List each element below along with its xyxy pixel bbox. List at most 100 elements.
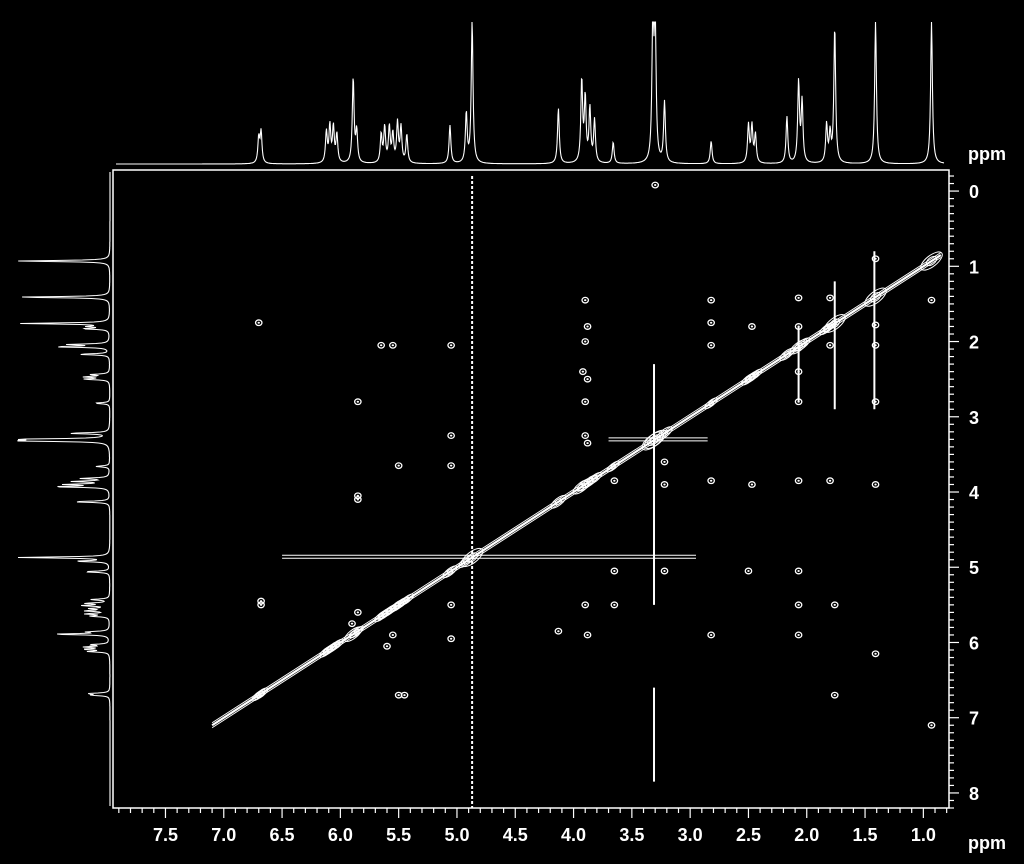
cross-peak-core xyxy=(350,622,354,625)
cross-peak-core xyxy=(750,325,754,328)
cross-peak-core xyxy=(797,603,800,606)
diagonal-peak xyxy=(446,568,454,575)
diagonal-peak xyxy=(466,552,478,563)
cross-peak xyxy=(400,691,409,699)
x-axis: 7.5 7.0 6.5 6.0 5.5 5.0 4.5 4.0 3.5 3.0 2.5 2.0 1.5 1… xyxy=(118,808,948,845)
diagonal-peak xyxy=(752,371,759,378)
cross-peak-core xyxy=(797,370,800,373)
cross-peak xyxy=(354,496,362,503)
cross-peak xyxy=(707,319,715,327)
cross-peak xyxy=(794,368,803,376)
x-tick-label: 4.5 xyxy=(503,825,528,845)
cross-peak-core xyxy=(797,570,800,573)
cross-peak xyxy=(744,567,753,575)
cross-peak xyxy=(581,296,590,304)
cross-peak-core xyxy=(397,464,400,467)
cross-peak-core xyxy=(449,637,453,640)
cross-peak-core xyxy=(874,652,877,655)
cross-peak-core xyxy=(874,323,877,326)
cross-peak xyxy=(581,601,590,609)
cross-peak-core xyxy=(259,603,263,606)
cross-peak-core xyxy=(391,344,395,347)
cross-peak-core xyxy=(797,325,800,328)
plot-frame xyxy=(112,169,950,809)
cross-peak-core xyxy=(653,184,657,187)
diagonal-peak xyxy=(864,287,887,307)
projection-top-trace xyxy=(116,21,945,165)
cross-peak xyxy=(348,620,356,628)
y-tick-label: 1 xyxy=(969,257,979,277)
cross-peak xyxy=(651,181,660,189)
diagonal-peak xyxy=(610,463,617,470)
cross-peak-core xyxy=(586,442,589,445)
diagonal-peak xyxy=(586,471,603,485)
diagonal-contour xyxy=(211,254,942,727)
cross-peak xyxy=(581,432,590,440)
cross-peak-core xyxy=(584,603,587,606)
cross-peak xyxy=(871,481,880,488)
cross-peak xyxy=(610,601,619,609)
diagonal-peak xyxy=(442,565,458,579)
cross-peak xyxy=(794,631,803,639)
cross-peak-core xyxy=(797,296,800,299)
cross-peak-core xyxy=(874,257,877,260)
cross-peak-core xyxy=(449,464,453,467)
cross-peak-core xyxy=(449,344,453,347)
cross-peak-core xyxy=(797,400,800,403)
cross-peak xyxy=(826,294,834,302)
cross-peak xyxy=(927,296,936,304)
diagonal-peak xyxy=(333,641,341,648)
y-tick-label: 7 xyxy=(969,709,979,729)
cross-peak-core xyxy=(797,633,800,636)
cross-peak-core xyxy=(709,479,713,482)
x-tick-label: 5.5 xyxy=(386,825,411,845)
cross-peak xyxy=(826,341,834,349)
x-tick-label: 7.5 xyxy=(153,825,178,845)
projection-left xyxy=(17,172,111,806)
y-tick-label: 6 xyxy=(969,633,979,653)
cross-peak-core xyxy=(833,603,836,606)
cross-peak-core xyxy=(403,694,406,697)
cross-peak-core xyxy=(663,460,666,463)
diagonal-peak xyxy=(660,429,669,437)
cross-peak-core xyxy=(874,344,877,347)
diagonal-peak xyxy=(920,251,943,271)
cross-peak xyxy=(748,323,756,330)
contour-area xyxy=(211,176,943,808)
cross-peak xyxy=(794,398,803,406)
cross-peak xyxy=(581,338,590,345)
cross-peak-core xyxy=(874,400,877,403)
cross-peak xyxy=(583,323,592,330)
diagonal-peak xyxy=(550,494,567,509)
cross-peak-core xyxy=(257,321,260,324)
y-tick-label: 0 xyxy=(969,182,979,202)
cross-peak xyxy=(583,375,592,383)
diagonal-peak xyxy=(823,314,846,333)
y-tick-label: 8 xyxy=(969,784,979,804)
diagonal-peak xyxy=(793,337,811,352)
diagonal-peak xyxy=(606,460,621,473)
cross-peak xyxy=(748,481,756,488)
x-tick-label: 3.0 xyxy=(678,825,703,845)
diagonal-peak xyxy=(829,318,841,329)
x-tick-label: 2.0 xyxy=(794,825,819,845)
cross-peak-core xyxy=(385,645,389,648)
cross-peak-core xyxy=(613,603,616,606)
cross-peak xyxy=(830,601,839,609)
cross-peak-core xyxy=(356,400,360,403)
diagonal-peak xyxy=(925,255,938,267)
cross-peak-core xyxy=(449,434,453,437)
cross-peak xyxy=(581,398,590,406)
x-tick-label: 2.5 xyxy=(736,825,761,845)
cross-peak xyxy=(871,398,880,406)
cross-peak-core xyxy=(613,479,616,482)
x-tick-label: 6.5 xyxy=(270,825,295,845)
y-axis-label: ppm xyxy=(968,144,1006,164)
cross-peak xyxy=(554,627,563,635)
cross-peak-core xyxy=(391,633,395,636)
diagonal-peak xyxy=(591,475,599,482)
cross-peak xyxy=(583,631,592,639)
x-tick-label: 6.0 xyxy=(328,825,353,845)
cross-peak xyxy=(447,341,455,349)
